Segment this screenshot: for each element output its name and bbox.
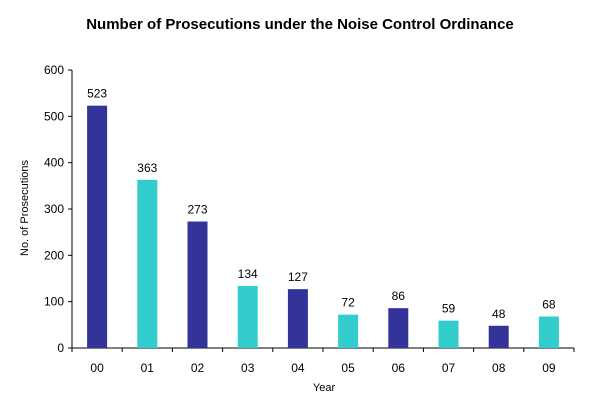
x-tick-label: 09 bbox=[542, 361, 556, 375]
data-label: 59 bbox=[442, 302, 456, 316]
x-tick-label: 02 bbox=[191, 361, 205, 375]
x-tick-label: 00 bbox=[90, 361, 104, 375]
x-tick-label: 03 bbox=[241, 361, 255, 375]
bar bbox=[87, 105, 108, 348]
y-tick-label: 400 bbox=[44, 156, 64, 170]
bar bbox=[438, 320, 459, 348]
y-tick-label: 600 bbox=[44, 63, 64, 77]
data-label: 127 bbox=[288, 270, 308, 284]
x-tick-label: 04 bbox=[291, 361, 305, 375]
bar bbox=[338, 314, 359, 348]
bar bbox=[488, 325, 509, 348]
data-label: 72 bbox=[341, 296, 355, 310]
data-label: 273 bbox=[187, 203, 207, 217]
bar bbox=[287, 289, 308, 348]
data-label: 363 bbox=[137, 161, 157, 175]
x-tick-label: 06 bbox=[392, 361, 406, 375]
y-tick-label: 200 bbox=[44, 248, 64, 262]
data-label: 86 bbox=[392, 289, 406, 303]
y-tick-label: 0 bbox=[57, 341, 64, 355]
plot-area: 0 100 200 300 400 500 600 523 00 363 01 273 02 134 03 1… bbox=[44, 63, 575, 375]
chart-title: Number of Prosecutions under the Noise C… bbox=[86, 16, 514, 33]
x-axis-label: Year bbox=[313, 382, 336, 394]
bar bbox=[538, 316, 559, 348]
bar bbox=[237, 285, 258, 348]
bar bbox=[187, 221, 208, 348]
bar bbox=[388, 308, 409, 348]
data-label: 134 bbox=[238, 267, 258, 281]
y-tick-label: 500 bbox=[44, 109, 64, 123]
bar bbox=[137, 179, 158, 348]
data-label: 523 bbox=[87, 87, 107, 101]
x-tick-label: 01 bbox=[141, 361, 155, 375]
y-axis-label: No. of Prosecutions bbox=[19, 160, 31, 256]
x-tick-label: 05 bbox=[341, 361, 355, 375]
y-tick-label: 100 bbox=[44, 295, 64, 309]
data-label: 68 bbox=[542, 297, 556, 311]
x-tick-label: 07 bbox=[442, 361, 456, 375]
data-label: 48 bbox=[492, 307, 506, 321]
y-tick-label: 300 bbox=[44, 202, 64, 216]
x-tick-label: 08 bbox=[492, 361, 506, 375]
